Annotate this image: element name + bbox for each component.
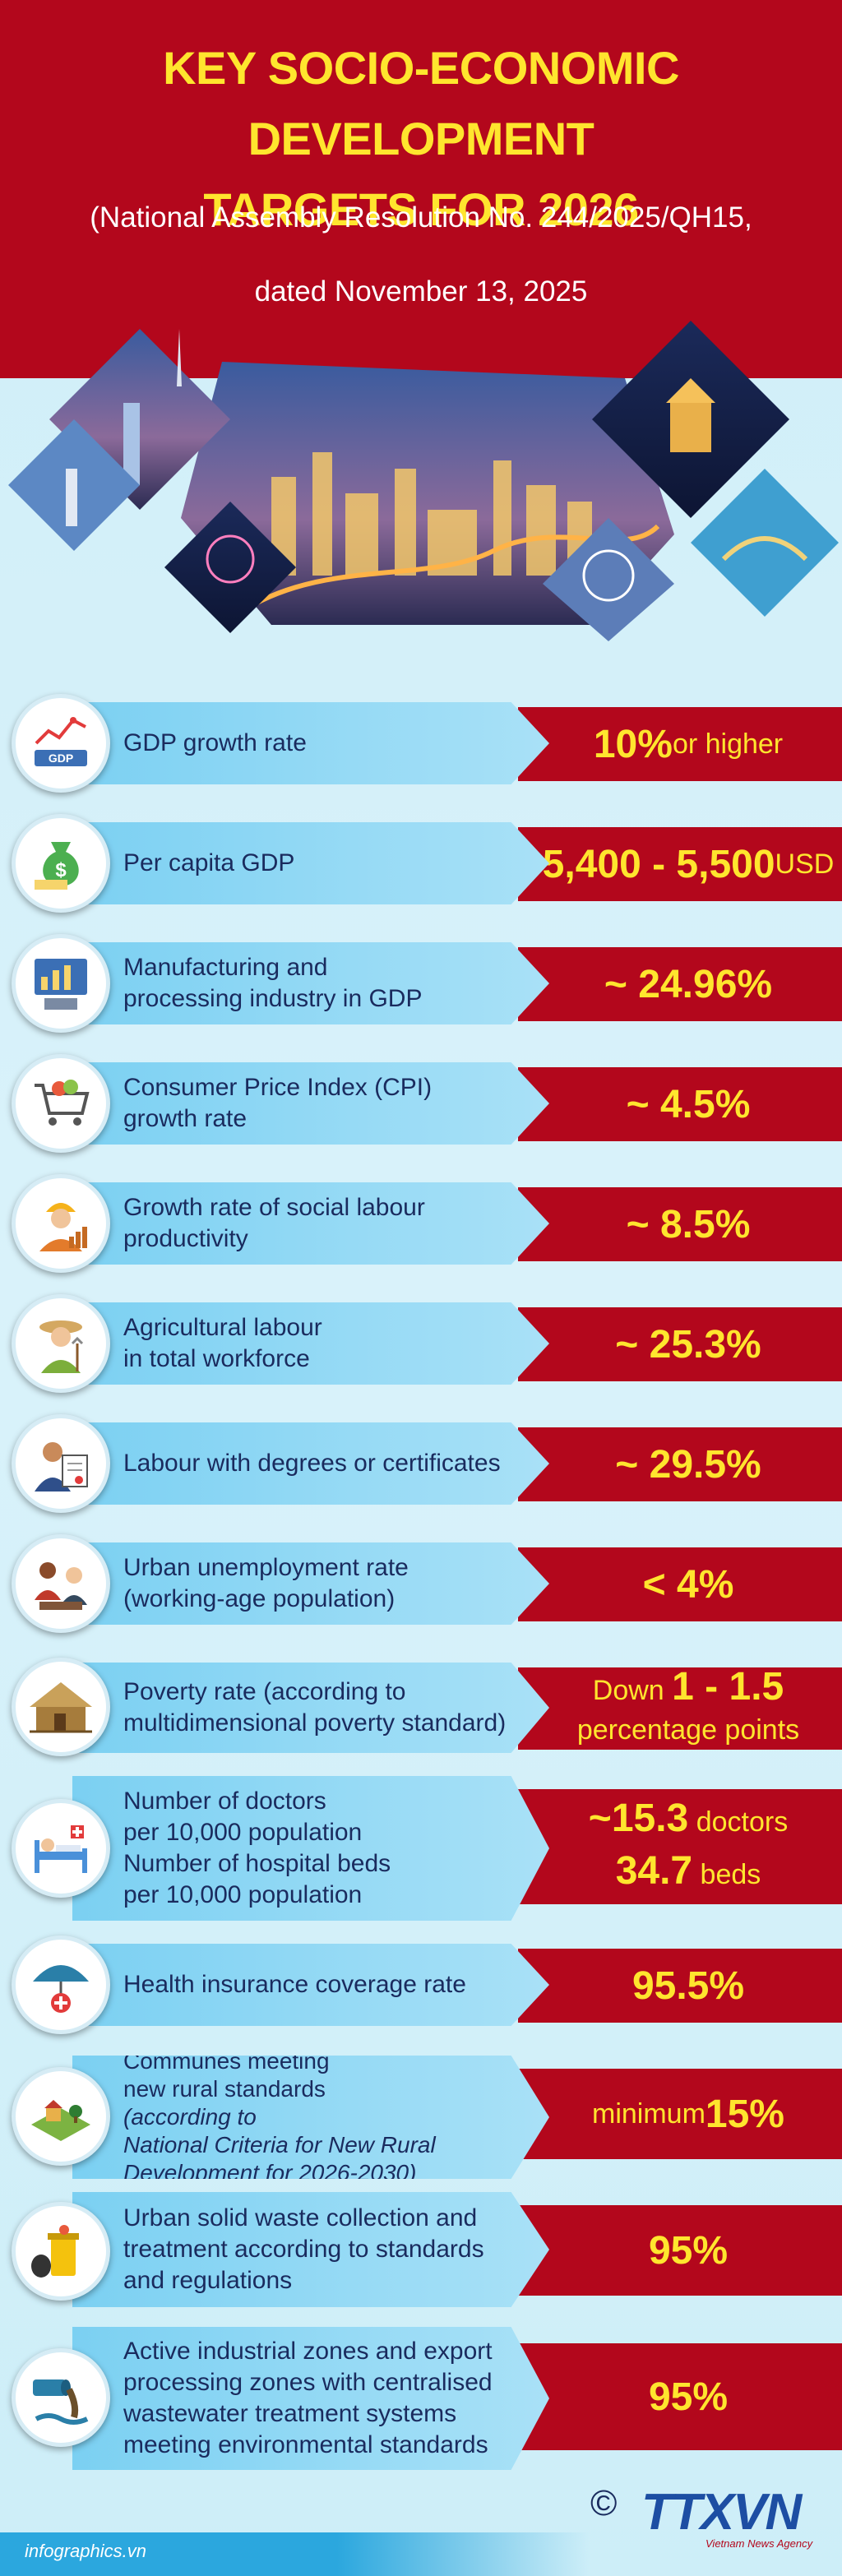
target-label: Manufacturing and processing industry in… xyxy=(72,942,549,1024)
hut-icon xyxy=(12,1658,110,1756)
target-label: Communes meeting new rural standards (ac… xyxy=(72,2056,549,2179)
target-label: Urban unemployment rate (working-age pop… xyxy=(72,1542,549,1625)
target-label: Health insurance coverage rate xyxy=(72,1944,549,2026)
target-label: Labour with degrees or certificates xyxy=(72,1422,549,1505)
title-line-2: TARGETS FOR 2026 xyxy=(203,183,639,235)
logo-subtitle: Vietnam News Agency xyxy=(706,2537,813,2550)
money-bag-icon: $ xyxy=(12,814,110,913)
target-value: 95% xyxy=(518,2205,842,2296)
target-value: ~ 8.5% xyxy=(518,1187,842,1261)
factory-chart-icon xyxy=(12,934,110,1033)
target-value: ~ 4.5% xyxy=(518,1067,842,1141)
svg-text:GDP: GDP xyxy=(49,752,73,765)
target-value: Down 1 - 1.5 percentage points xyxy=(518,1667,842,1750)
target-label: Growth rate of social labour productivit… xyxy=(72,1182,549,1265)
header-band xyxy=(0,0,842,378)
target-label: Urban solid waste collection and treatme… xyxy=(72,2192,549,2307)
target-label: Per capita GDP xyxy=(72,822,549,904)
target-value: minimum 15% xyxy=(518,2069,842,2159)
hospital-bed-icon xyxy=(12,1799,110,1898)
target-value: ~ 24.96% xyxy=(518,947,842,1021)
title-line-1: KEY SOCIO-ECONOMIC DEVELOPMENT xyxy=(163,42,679,164)
certificate-icon xyxy=(12,1414,110,1513)
rural-village-icon xyxy=(12,2067,110,2166)
target-value: 95% xyxy=(518,2343,842,2450)
worker-icon xyxy=(12,1174,110,1273)
target-label: Active industrial zones and export proce… xyxy=(72,2327,549,2470)
target-value: 5,400 - 5,500 USD xyxy=(518,827,842,901)
ttxvn-logo: TTXVN xyxy=(641,2484,802,2541)
waste-bin-icon xyxy=(12,2202,110,2301)
target-value: 10% or higher xyxy=(518,707,842,781)
farmer-icon xyxy=(12,1294,110,1393)
target-label: Consumer Price Index (CPI) growth rate xyxy=(72,1062,549,1145)
svg-text:$: $ xyxy=(55,859,67,881)
target-value: ~ 25.3% xyxy=(518,1307,842,1381)
page-title: KEY SOCIO-ECONOMIC DEVELOPMENT TARGETS F… xyxy=(0,33,842,245)
target-value: ~15.3 doctors 34.7 beds xyxy=(518,1789,842,1904)
gdp-chart-icon: GDP xyxy=(12,694,110,793)
wastewater-pipe-icon xyxy=(12,2348,110,2447)
target-label: Agricultural labour in total workforce xyxy=(72,1302,549,1385)
target-label: Number of doctors per 10,000 population … xyxy=(72,1776,549,1921)
subtitle-line-1: (National Assembly Resolution No. 244/20… xyxy=(90,201,752,234)
shopping-cart-icon xyxy=(12,1054,110,1153)
footer-band xyxy=(0,2532,842,2576)
target-value: < 4% xyxy=(518,1547,842,1621)
target-label: GDP growth rate xyxy=(72,702,549,784)
target-value: ~ 29.5% xyxy=(518,1427,842,1501)
target-value: 95.5% xyxy=(518,1949,842,2023)
umbrella-health-icon xyxy=(12,1935,110,2034)
city-banner-image xyxy=(8,321,839,641)
source-link[interactable]: infographics.vn xyxy=(25,2541,146,2561)
unemployed-people-icon xyxy=(12,1534,110,1633)
copyright-icon: © xyxy=(590,2483,618,2523)
target-label: Poverty rate (according to multidimensio… xyxy=(72,1663,549,1753)
subtitle-line-2: dated November 13, 2025 xyxy=(254,275,588,308)
